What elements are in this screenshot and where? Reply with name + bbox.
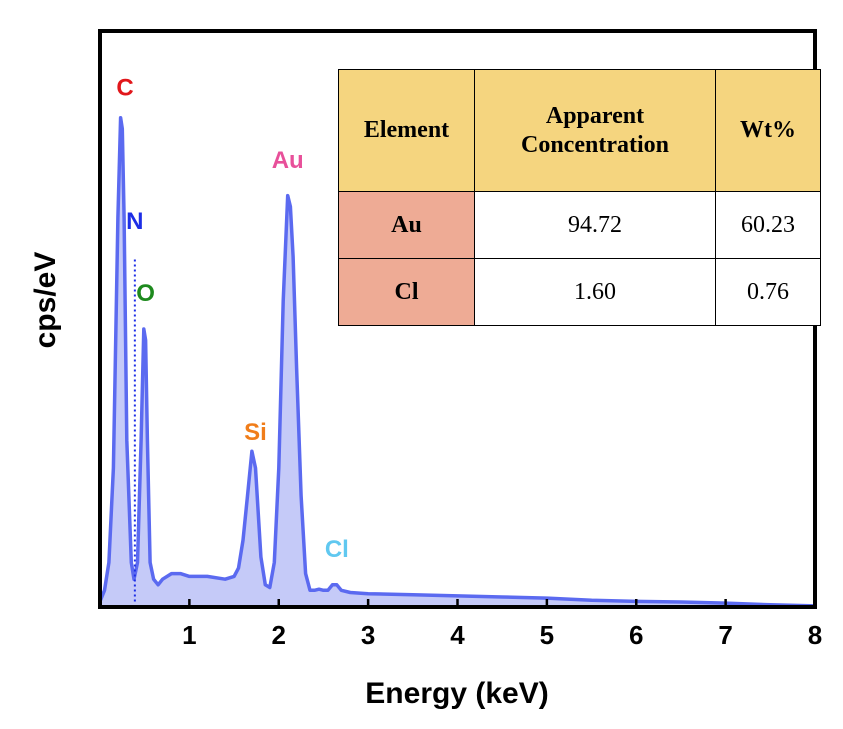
y-axis-title: cps/eV <box>29 252 62 349</box>
x-tick-label: 3 <box>361 620 375 650</box>
peak-label-cl: Cl <box>325 536 349 563</box>
header-wt-percent: Wt% <box>715 69 821 192</box>
cell-apparent-concentration: 94.72 <box>474 191 716 259</box>
cell-apparent-concentration: 1.60 <box>474 258 716 326</box>
x-tick-label: 8 <box>808 620 822 650</box>
x-tick-label: 7 <box>718 620 732 650</box>
x-tick-label: 5 <box>540 620 554 650</box>
table-header-row: Element Apparent Concentration Wt% <box>338 69 821 192</box>
table-row: Cl 1.60 0.76 <box>338 258 821 326</box>
x-tick-label: 4 <box>450 620 465 650</box>
element-composition-table: Element Apparent Concentration Wt% Au 94… <box>338 69 821 326</box>
x-axis-title: Energy (keV) <box>365 677 548 710</box>
plot-area <box>98 115 816 608</box>
cell-element: Au <box>338 191 475 259</box>
peak-label-c: C <box>116 74 133 101</box>
x-axis-ticks: 1 2 3 4 5 6 7 8 <box>182 599 822 650</box>
peak-labels: C N O Si Au Cl <box>116 74 348 562</box>
x-tick-label: 6 <box>629 620 643 650</box>
header-apparent-concentration: Apparent Concentration <box>474 69 716 192</box>
table-row: Au 94.72 60.23 <box>338 191 821 259</box>
x-tick-label: 1 <box>182 620 196 650</box>
header-element: Element <box>338 69 475 192</box>
x-tick-label: 2 <box>272 620 286 650</box>
peak-label-o: O <box>136 280 155 307</box>
cell-wt-percent: 0.76 <box>715 258 821 326</box>
peak-label-au: Au <box>272 147 304 174</box>
cell-element: Cl <box>338 258 475 326</box>
cell-wt-percent: 60.23 <box>715 191 821 259</box>
peak-label-n: N <box>126 208 143 235</box>
peak-label-si: Si <box>244 419 267 446</box>
